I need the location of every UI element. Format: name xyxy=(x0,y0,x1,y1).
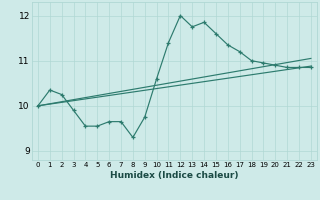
X-axis label: Humidex (Indice chaleur): Humidex (Indice chaleur) xyxy=(110,171,239,180)
